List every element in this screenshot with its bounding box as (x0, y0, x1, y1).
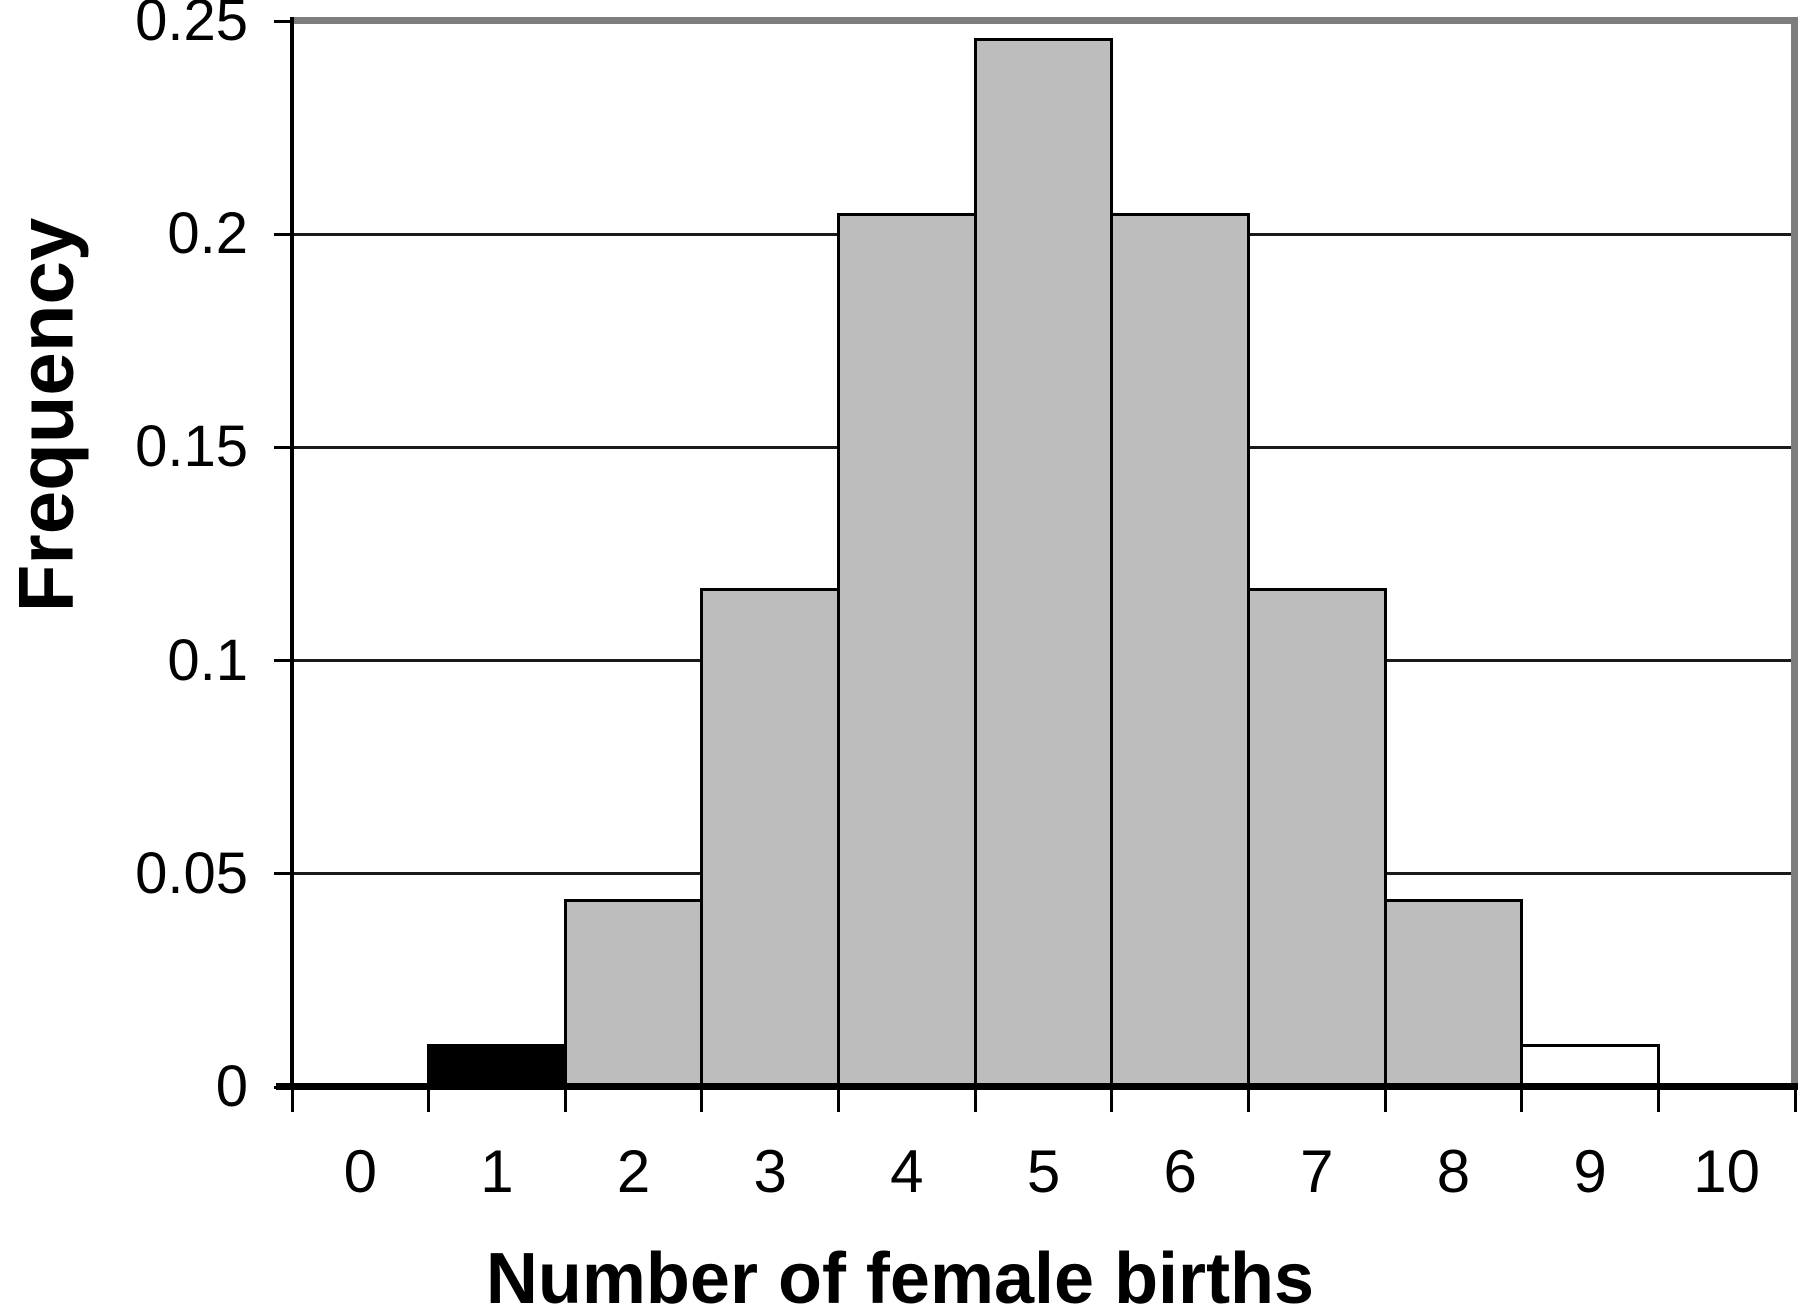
x-tick-11 (1793, 1090, 1797, 1112)
y-tick-0 (274, 1085, 294, 1089)
x-tick-label-10: 10 (1693, 1138, 1761, 1205)
bar-3 (700, 588, 841, 1087)
bar-5 (973, 38, 1114, 1087)
x-tick-9 (1520, 1090, 1524, 1112)
y-tick-label-0.15: 0.15 (135, 414, 248, 480)
x-tick-1 (427, 1090, 431, 1112)
x-tick-label-9: 9 (1573, 1138, 1607, 1205)
y-tick-label-0: 0 (215, 1054, 248, 1119)
y-axis-title: Frequency (1, 217, 90, 613)
x-tick-label-6: 6 (1163, 1138, 1197, 1205)
x-tick-4 (837, 1090, 841, 1112)
x-tick-label-2: 2 (616, 1138, 651, 1205)
bar-4 (837, 212, 977, 1087)
x-tick-label-4: 4 (890, 1138, 924, 1205)
y-tick-label-0.05: 0.05 (135, 840, 248, 906)
x-tick-7 (1246, 1090, 1250, 1112)
x-tick-10 (1656, 1090, 1660, 1112)
x-tick-label-3: 3 (753, 1138, 787, 1205)
y-tick-0.05 (274, 872, 294, 876)
x-axis-title: Number of female births (485, 1239, 1315, 1315)
bar-6 (1110, 212, 1250, 1087)
x-tick-label-5: 5 (1026, 1138, 1061, 1205)
y-tick-label-0.1: 0.1 (167, 627, 248, 693)
bar-2 (563, 899, 704, 1087)
x-tick-label-0: 0 (343, 1138, 377, 1205)
x-tick-6 (1110, 1090, 1114, 1112)
x-tick-5 (973, 1090, 977, 1112)
x-tick-label-7: 7 (1300, 1138, 1334, 1205)
x-tick-2 (563, 1090, 567, 1112)
y-tick-0.25 (274, 19, 294, 23)
plot-border-right (1791, 17, 1798, 1090)
y-tick-0.1 (274, 659, 294, 663)
x-tick-label-8: 8 (1436, 1138, 1471, 1205)
y-tick-0.2 (274, 232, 294, 236)
bar-8 (1383, 899, 1524, 1087)
x-tick-0 (290, 1090, 294, 1112)
bar-1 (427, 1044, 567, 1087)
bar-9 (1520, 1044, 1660, 1087)
y-axis-line (290, 17, 294, 1090)
y-tick-0.15 (274, 445, 294, 449)
y-tick-label-0.25: 0.25 (135, 0, 248, 53)
x-tick-3 (700, 1090, 704, 1112)
y-tick-label-0.2: 0.2 (167, 201, 248, 267)
x-axis-line (276, 1083, 1798, 1090)
bar-7 (1246, 588, 1387, 1087)
x-tick-8 (1383, 1090, 1387, 1112)
x-tick-label-1: 1 (480, 1138, 514, 1205)
plot-border-top (290, 17, 1798, 24)
